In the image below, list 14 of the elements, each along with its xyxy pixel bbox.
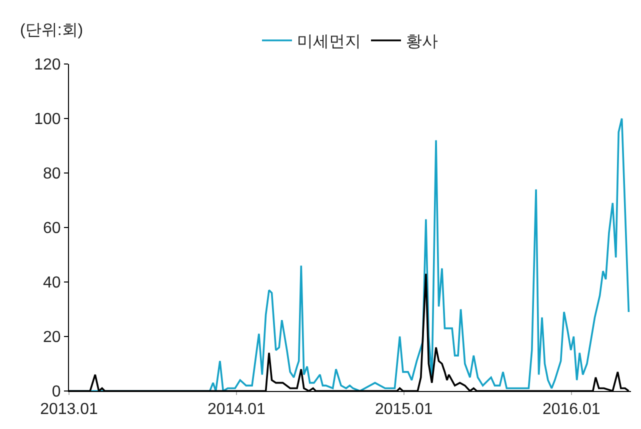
y-tick-label: 0 [52, 384, 61, 401]
y-tick-label: 80 [43, 166, 61, 183]
x-tick-label: 2015.01 [374, 401, 433, 418]
x-tick-label: 2013.01 [40, 401, 98, 418]
y-tick-label: 120 [34, 56, 61, 74]
y-tick-label: 60 [43, 220, 61, 238]
x-tick-label: 2016.01 [542, 401, 600, 418]
legend-label: 황사 [406, 34, 438, 51]
legend-label: 미세먼지 [297, 34, 361, 51]
y-tick-label: 100 [34, 111, 61, 128]
y-tick-label: 20 [43, 329, 61, 346]
x-tick-label: 2014.01 [208, 401, 266, 418]
y-axis-title: (단위:회) [20, 22, 84, 39]
y-tick-label: 40 [43, 274, 61, 292]
